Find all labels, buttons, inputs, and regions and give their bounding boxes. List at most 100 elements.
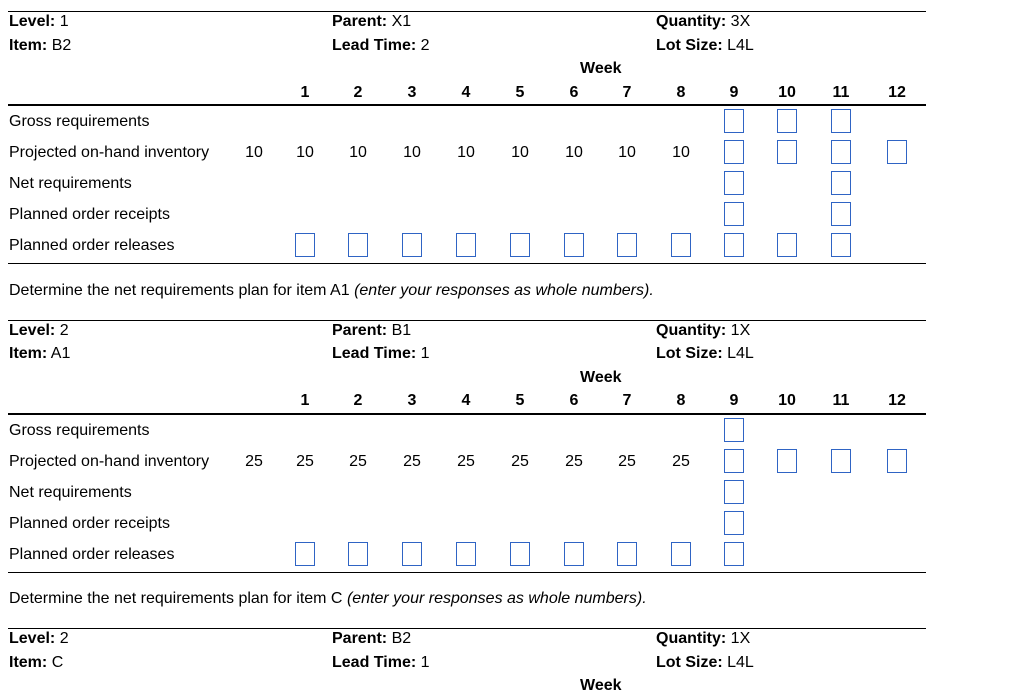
table2-quantity: Quantity: 1X (656, 322, 751, 339)
table1-lead-time: Lead Time: 2 (332, 37, 430, 54)
table2-lot-size: Lot Size: L4L (656, 345, 754, 362)
projected-week-5: 25 (511, 453, 529, 470)
releases-week-6-input[interactable] (564, 542, 584, 566)
projected-week-11-input[interactable] (831, 449, 851, 473)
week-number-5: 5 (515, 392, 525, 409)
table1-top-rule (8, 11, 926, 12)
table3-week-header: Week (580, 677, 622, 694)
projected-week-10-input[interactable] (777, 140, 797, 164)
table2-top-rule (8, 320, 926, 321)
table2-label-receipts: Planned order receipts (9, 515, 170, 532)
table1-item: Item: B2 (9, 37, 72, 54)
releases-week-5-input[interactable] (510, 233, 530, 257)
table3-quantity: Quantity: 1X (656, 630, 751, 647)
releases-week-8-input[interactable] (671, 233, 691, 257)
table2-label-releases: Planned order releases (9, 546, 175, 563)
table3-top-rule (8, 628, 926, 629)
table1-bottom-rule (8, 263, 926, 264)
gross-week-9-input[interactable] (724, 109, 744, 133)
week-number-4: 4 (461, 84, 471, 101)
net-week-11-input[interactable] (831, 171, 851, 195)
gross-week-11-input[interactable] (831, 109, 851, 133)
table2-level: Level: 2 (9, 322, 69, 339)
releases-week-2-input[interactable] (348, 233, 368, 257)
releases-week-9-input[interactable] (724, 233, 744, 257)
releases-week-7-input[interactable] (617, 542, 637, 566)
table2-lead-time: Lead Time: 1 (332, 345, 430, 362)
projected-week-10-input[interactable] (777, 449, 797, 473)
week-number-11: 11 (832, 392, 850, 409)
projected-week-6: 10 (565, 144, 583, 161)
week-number-6: 6 (569, 84, 579, 101)
table1-label-receipts: Planned order receipts (9, 206, 170, 223)
week-number-5: 5 (515, 84, 525, 101)
projected-week-4: 25 (457, 453, 475, 470)
table1-label-projected: Projected on-hand inventory (9, 144, 210, 161)
projected-week-1: 10 (296, 144, 314, 161)
week-number-12: 12 (888, 392, 906, 409)
gross-week-10-input[interactable] (777, 109, 797, 133)
week-number-8: 8 (676, 392, 686, 409)
releases-week-4-input[interactable] (456, 233, 476, 257)
receipts-week-9-input[interactable] (724, 511, 744, 535)
table3-lot-size: Lot Size: L4L (656, 654, 754, 671)
week-number-12: 12 (888, 84, 906, 101)
releases-week-4-input[interactable] (456, 542, 476, 566)
table2-label-projected: Projected on-hand inventory (9, 453, 210, 470)
projected-week-12-input[interactable] (887, 449, 907, 473)
projected-week-7: 25 (618, 453, 636, 470)
projected-week-6: 25 (565, 453, 583, 470)
week-number-1: 1 (300, 392, 310, 409)
table3-level: Level: 2 (9, 630, 69, 647)
releases-week-3-input[interactable] (402, 233, 422, 257)
releases-week-6-input[interactable] (564, 233, 584, 257)
net-week-9-input[interactable] (724, 480, 744, 504)
table2-item: Item: A1 (9, 345, 71, 362)
projected-week-12-input[interactable] (887, 140, 907, 164)
instruction-item-a1: Determine the net requirements plan for … (9, 282, 654, 299)
releases-week-2-input[interactable] (348, 542, 368, 566)
table1-label-net: Net requirements (9, 175, 132, 192)
projected-week-11-input[interactable] (831, 140, 851, 164)
week-number-10: 10 (778, 392, 796, 409)
week-number-1: 1 (300, 84, 310, 101)
net-week-9-input[interactable] (724, 171, 744, 195)
releases-week-11-input[interactable] (831, 233, 851, 257)
projected-week-8: 25 (672, 453, 690, 470)
releases-week-3-input[interactable] (402, 542, 422, 566)
projected-week-7: 10 (618, 144, 636, 161)
table1-label-gross: Gross requirements (9, 113, 150, 130)
receipts-week-11-input[interactable] (831, 202, 851, 226)
table1-level: Level: 1 (9, 13, 69, 30)
table2-bottom-rule (8, 572, 926, 573)
week-number-9: 9 (729, 84, 739, 101)
table2-header-rule (8, 413, 926, 415)
releases-week-5-input[interactable] (510, 542, 530, 566)
table1-quantity: Quantity: 3X (656, 13, 751, 30)
table1-initial-inventory: 10 (245, 144, 263, 161)
projected-week-9-input[interactable] (724, 449, 744, 473)
table1-week-header: Week (580, 60, 622, 77)
week-number-4: 4 (461, 392, 471, 409)
table3-item: Item: C (9, 654, 64, 671)
projected-week-3: 10 (403, 144, 421, 161)
table2-initial-inventory: 25 (245, 453, 263, 470)
table1-parent: Parent: X1 (332, 13, 412, 30)
releases-week-8-input[interactable] (671, 542, 691, 566)
gross-week-9-input[interactable] (724, 418, 744, 442)
projected-week-4: 10 (457, 144, 475, 161)
projected-week-1: 25 (296, 453, 314, 470)
releases-week-9-input[interactable] (724, 542, 744, 566)
table1-lot-size: Lot Size: L4L (656, 37, 754, 54)
projected-week-9-input[interactable] (724, 140, 744, 164)
releases-week-1-input[interactable] (295, 542, 315, 566)
receipts-week-9-input[interactable] (724, 202, 744, 226)
projected-week-3: 25 (403, 453, 421, 470)
releases-week-7-input[interactable] (617, 233, 637, 257)
table2-label-net: Net requirements (9, 484, 132, 501)
table2-week-header: Week (580, 369, 622, 386)
releases-week-1-input[interactable] (295, 233, 315, 257)
releases-week-10-input[interactable] (777, 233, 797, 257)
projected-week-5: 10 (511, 144, 529, 161)
